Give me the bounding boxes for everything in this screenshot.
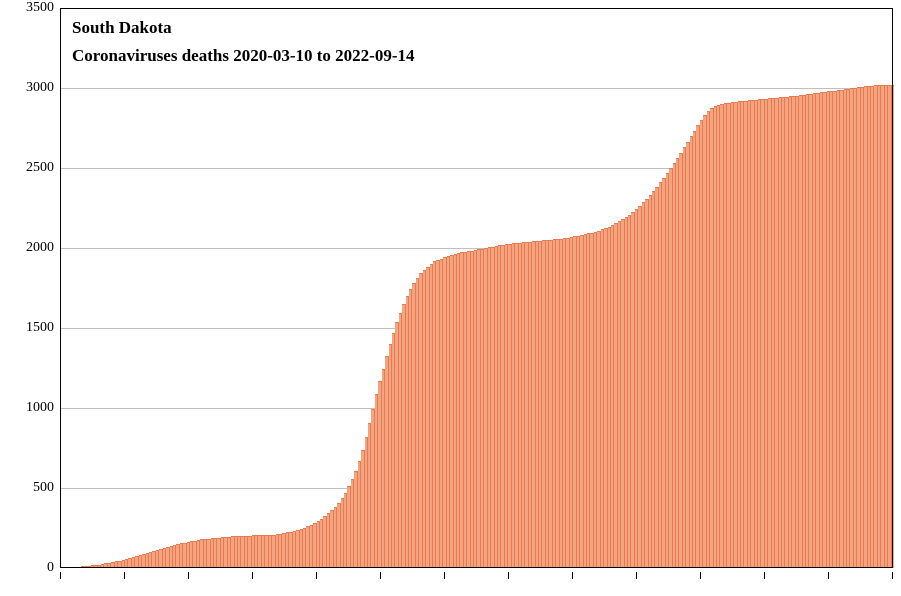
bar [892,85,894,568]
xtick [508,572,509,579]
ytick-label: 1500 [26,320,60,336]
xtick [380,572,381,579]
xtick [252,572,253,579]
xtick [764,572,765,579]
xtick [124,572,125,579]
ytick-label: 1000 [26,400,60,416]
chart-container: 0 500 1000 1500 2000 2500 3000 3500 South Dakot… [0,0,901,596]
xtick [700,572,701,579]
xtick [828,572,829,579]
xtick [188,572,189,579]
xtick [60,572,61,579]
bar-series [60,8,893,568]
xtick [636,572,637,579]
ytick-label: 3500 [26,0,60,16]
xtick [892,572,893,579]
xtick [316,572,317,579]
xtick [444,572,445,579]
ytick-label: 2000 [26,240,60,256]
chart-title-block: South Dakota Coronaviruses deaths 2020-0… [60,8,427,80]
chart-title-line2: Coronaviruses deaths 2020-03-10 to 2022-… [72,46,415,66]
xtick [572,572,573,579]
ytick-label: 0 [47,560,60,576]
ytick-label: 500 [33,480,60,496]
chart-title-line1: South Dakota [72,18,415,38]
ytick-label: 3000 [26,80,60,96]
plot-area: 0500100015002000250030003500 South Dakot… [60,8,893,568]
xtick-row [60,572,893,579]
ytick-label: 2500 [26,160,60,176]
